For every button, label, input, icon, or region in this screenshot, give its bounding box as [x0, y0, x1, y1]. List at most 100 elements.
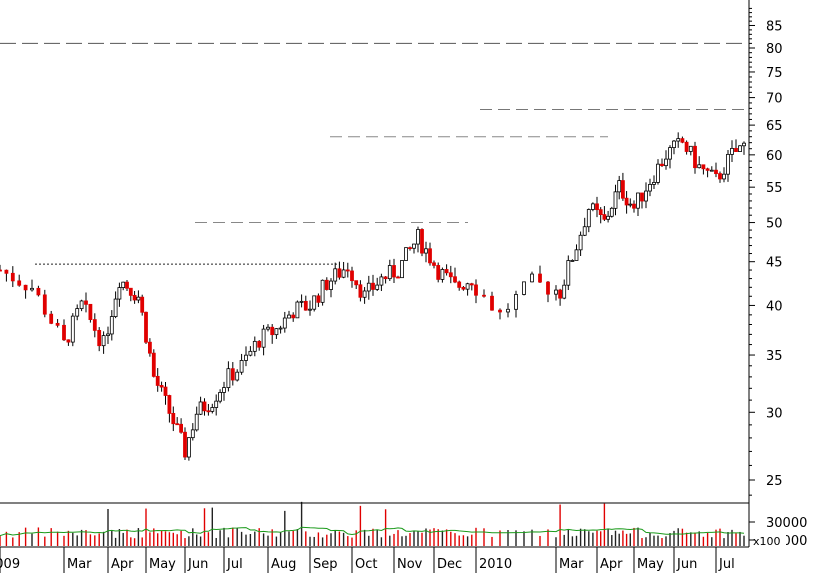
candle-body — [75, 308, 80, 317]
candle-body — [570, 260, 575, 262]
candle-body — [206, 410, 211, 413]
candle-body — [324, 279, 329, 290]
candle-body — [354, 280, 359, 286]
candle-body — [591, 203, 595, 210]
candle-body — [350, 270, 354, 282]
x-tick-label: Jul — [226, 557, 243, 572]
y-tick-label: 50 — [766, 217, 783, 232]
candle-body — [582, 226, 587, 236]
candle-body — [144, 311, 148, 343]
candle-body — [194, 413, 199, 431]
y-tick-label: 60 — [766, 149, 783, 164]
candle-body — [538, 273, 542, 283]
candle-body — [530, 273, 534, 283]
candle-body — [333, 268, 338, 282]
candle-body — [140, 296, 145, 313]
candle-body — [179, 423, 184, 433]
candle-body — [705, 168, 710, 171]
candle-body — [151, 352, 156, 377]
candle-body — [546, 281, 550, 295]
y-axis: 25 30 35 40 45 50 55 60 65 70 75 80 85 — [749, 7, 783, 496]
candle-body — [257, 340, 262, 348]
candle-body — [252, 340, 257, 352]
candle-body — [440, 269, 445, 280]
candle-body — [375, 284, 380, 290]
candle-body — [36, 287, 41, 296]
y-tick-label: 35 — [766, 349, 783, 364]
candle-body — [244, 354, 248, 361]
candle-body — [574, 249, 579, 261]
candle-body — [578, 234, 583, 251]
candle-body — [291, 314, 296, 319]
x-tick-label: Oct — [355, 557, 377, 572]
y-tick-label: 65 — [766, 119, 783, 134]
candle-body — [362, 290, 367, 298]
candle-body — [693, 145, 697, 169]
candle-body — [155, 375, 160, 386]
candle-body — [97, 330, 102, 347]
candle-body — [730, 147, 734, 155]
candle-body — [672, 140, 676, 149]
candle-body — [595, 203, 599, 211]
reference-lines — [0, 42, 745, 265]
candle-body — [383, 276, 388, 280]
candle-body — [660, 163, 664, 167]
candle-body — [248, 350, 253, 356]
candle-body — [461, 286, 466, 290]
candle-body — [62, 324, 66, 341]
candle-body — [329, 280, 333, 290]
candle-body — [420, 229, 424, 254]
candle-body — [738, 145, 742, 152]
candle-body — [408, 247, 412, 250]
candle-body — [202, 401, 207, 412]
volume-average-line — [0, 526, 745, 537]
candle-body — [566, 260, 571, 286]
x-tick-label: Jun — [187, 557, 208, 572]
candle-body — [404, 247, 408, 261]
candle-body — [680, 138, 685, 143]
candle-body — [644, 190, 648, 202]
candle-body — [239, 360, 244, 373]
candle-body — [602, 214, 607, 220]
x-tick-label: 2010 — [479, 557, 512, 572]
candle-body — [198, 401, 203, 415]
y-tick-label: 25 — [766, 474, 783, 489]
candle-body — [688, 145, 693, 152]
candle-body — [171, 412, 176, 425]
candle-body — [558, 289, 562, 299]
candle-body — [444, 269, 449, 274]
candle-body — [465, 283, 470, 290]
candle-body — [175, 423, 180, 426]
candle-body — [4, 269, 9, 274]
candle-body — [183, 431, 187, 458]
candle-body — [387, 265, 392, 280]
candle-body — [282, 317, 287, 329]
candle-body — [92, 319, 97, 331]
candle-body — [506, 308, 510, 313]
candle-body — [709, 169, 714, 172]
candle-body — [412, 243, 416, 249]
candle-body — [726, 153, 730, 175]
candle-body — [640, 192, 644, 202]
candle-body — [416, 229, 420, 245]
x-tick-label: Mar — [559, 557, 584, 572]
y-tick-label: 75 — [766, 66, 783, 81]
candle-body — [190, 429, 195, 439]
candle-body — [132, 294, 137, 301]
candle-body — [586, 209, 591, 228]
x-axis: 2009 Mar Apr May Jun Jul Aug Sep Oct Nov Dec 2010 Ma… — [0, 547, 735, 573]
candle-body — [106, 333, 110, 336]
candle-body — [448, 272, 453, 278]
y-tick-label: 30 — [766, 406, 783, 421]
candle-body — [428, 248, 432, 264]
candle-body — [70, 315, 75, 343]
candle-body — [30, 287, 34, 291]
candle-body — [308, 308, 312, 311]
candle-body — [453, 276, 457, 283]
x-tick-label: Mar — [67, 557, 92, 572]
candle-body — [278, 327, 283, 330]
candle-body — [266, 326, 270, 330]
candle-body — [320, 279, 325, 303]
candle-body — [432, 262, 436, 266]
